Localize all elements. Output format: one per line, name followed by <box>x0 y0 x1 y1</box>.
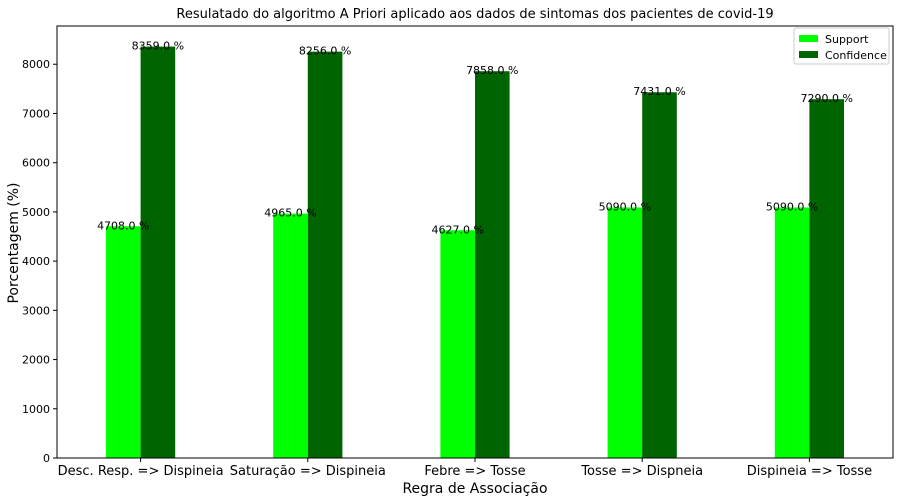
legend-swatch-support <box>799 35 818 42</box>
data-label: 8359.0 % <box>132 40 184 53</box>
data-label: 7858.0 % <box>466 64 518 77</box>
bar-support <box>440 230 475 458</box>
data-label: 4627.0 % <box>431 223 483 236</box>
x-axis: Desc. Resp. => Dispineia Saturação => Dis… <box>58 458 872 479</box>
y-tick-label: 3000 <box>22 304 50 317</box>
data-label: 7431.0 % <box>633 85 685 98</box>
y-tick-label: 7000 <box>22 107 50 120</box>
bar-support <box>607 207 643 458</box>
y-tick-label: 0 <box>43 452 50 465</box>
bar-support <box>106 226 141 458</box>
legend-label-confidence: Confidence <box>825 49 887 62</box>
y-axis: 0 1000 2000 3000 4000 5000 6000 7000 8000 <box>22 58 57 465</box>
data-label: 4965.0 % <box>264 207 316 220</box>
data-labels-group: 4708.0 % 8359.0 % 4965.0 % 8256.0 % 4627.0 %… <box>97 40 853 237</box>
data-label: 5090.0 % <box>766 200 818 213</box>
x-tick-label: Febre => Tosse <box>424 464 525 479</box>
chart-title: Resulatado do algoritmo A Priori aplicad… <box>176 7 773 22</box>
y-tick-label: 8000 <box>22 58 50 71</box>
data-label: 5090.0 % <box>599 200 651 213</box>
bar-confidence <box>307 51 343 459</box>
y-tick-label: 2000 <box>22 354 50 367</box>
y-tick-label: 4000 <box>22 255 50 268</box>
bar-confidence <box>642 92 677 459</box>
y-axis-title: Porcentagem (%) <box>6 182 22 303</box>
x-tick-label: Saturação => Dispineia <box>230 464 386 479</box>
x-tick-label: Desc. Resp. => Dispineia <box>58 464 224 479</box>
bar-confidence <box>475 71 510 459</box>
x-tick-label: Tosse => Dispneia <box>580 464 703 479</box>
legend-swatch-confidence <box>799 51 818 58</box>
y-tick-label: 6000 <box>22 157 50 170</box>
data-label: 7290.0 % <box>800 92 852 105</box>
bars-group <box>106 46 844 459</box>
bar-support <box>273 213 308 458</box>
data-label: 4708.0 % <box>97 219 149 232</box>
legend: Support Confidence <box>793 27 890 65</box>
x-tick-label: Dispineia => Tosse <box>747 464 872 479</box>
data-label: 8256.0 % <box>299 45 351 58</box>
y-tick-label: 1000 <box>22 403 50 416</box>
x-axis-title: Regra de Associação <box>402 481 547 497</box>
bar-support <box>774 207 810 458</box>
legend-label-support: Support <box>825 33 869 46</box>
plot-frame <box>56 25 894 459</box>
y-tick-label: 5000 <box>22 206 50 219</box>
bar-confidence <box>809 99 844 458</box>
bar-confidence <box>140 46 176 459</box>
